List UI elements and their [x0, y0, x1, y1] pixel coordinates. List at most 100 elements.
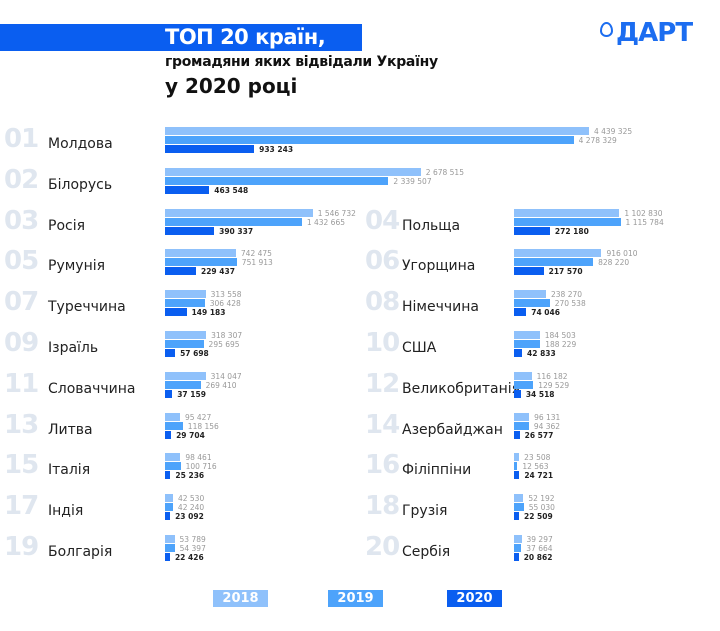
- bar-2020: [165, 430, 172, 439]
- rank-number: 20: [365, 532, 400, 562]
- value-label-2019: 129 529: [538, 380, 570, 390]
- country-name: Росія: [48, 217, 86, 234]
- rank-number: 03: [4, 205, 39, 236]
- value-label-2019: 1 432 665: [306, 217, 345, 227]
- bar-2019: [165, 380, 201, 389]
- value-label-2018: 313 558: [210, 290, 242, 300]
- bar-2018: [165, 371, 206, 380]
- country-name: Індія: [48, 503, 84, 520]
- value-label-2020: 933 243: [259, 145, 294, 154]
- value-label-2020: 26 577: [524, 430, 554, 440]
- legend-2019: 2019: [328, 590, 383, 607]
- bar-2019: [514, 299, 550, 308]
- bar-2020: [165, 512, 171, 521]
- rank-number: 17: [4, 491, 39, 522]
- value-label-2018: 96 131: [534, 412, 561, 422]
- bar-2020: [514, 349, 523, 357]
- bar-2018: [165, 331, 207, 339]
- value-label-2019: 1 115 784: [625, 217, 664, 227]
- bar-2019: [165, 176, 389, 185]
- value-label-2020: 34 518: [525, 389, 555, 399]
- value-label-2018: 98 461: [185, 453, 212, 463]
- country-name: Німеччина: [402, 299, 479, 316]
- bar-2020: [165, 185, 210, 194]
- bar-2020: [165, 145, 255, 153]
- bar-2018: [165, 249, 236, 258]
- rank-number: 18: [365, 491, 400, 522]
- value-label-2019: 55 030: [528, 503, 555, 513]
- rank-number: 05: [4, 246, 39, 277]
- title-band: [0, 24, 362, 51]
- bar-2020: [165, 308, 187, 317]
- value-label-2018: 4 439 325: [593, 127, 633, 136]
- value-label-2020: 42 833: [527, 349, 556, 358]
- rank-number: 09: [4, 328, 39, 358]
- rank-number: 19: [4, 532, 39, 562]
- bar-2020: [165, 267, 196, 276]
- bar-2020: [514, 471, 520, 480]
- country-name: Молдова: [48, 136, 113, 152]
- rank-number: 10: [365, 328, 400, 358]
- value-label-2020: 29 704: [176, 430, 205, 440]
- rank-number: 06: [365, 246, 400, 277]
- rank-number: 02: [4, 164, 39, 195]
- value-label-2018: 52 192: [528, 494, 555, 504]
- rank-number: 16: [365, 450, 400, 481]
- bar-2018: [514, 535, 522, 543]
- bar-2019: [514, 217, 621, 226]
- bar-2019: [514, 503, 524, 512]
- legend-2020: 2020: [447, 590, 502, 607]
- bar-2018: [165, 453, 181, 462]
- logo-text: ДАРТ: [616, 18, 693, 48]
- value-label-2018: 318 307: [211, 331, 243, 340]
- value-label-2018: 1 102 830: [624, 208, 663, 218]
- country-name: США: [402, 340, 437, 356]
- value-label-2020: 229 437: [200, 267, 235, 277]
- bar-2018: [165, 208, 313, 217]
- legend-2018: 2018: [213, 590, 268, 607]
- bar-2019: [514, 258, 594, 267]
- value-label-2020: 20 862: [523, 553, 553, 562]
- country-name: Польща: [402, 217, 461, 234]
- value-label-2019: 37 664: [526, 544, 553, 553]
- value-label-2019: 751 913: [241, 258, 273, 268]
- title-line-1: ТОП 20 країн,: [165, 25, 326, 49]
- bar-2020: [165, 389, 173, 398]
- bar-2020: [514, 553, 519, 561]
- bar-2020: [514, 308, 527, 317]
- rank-number: 08: [365, 287, 400, 318]
- bar-2018: [514, 290, 547, 299]
- value-label-2018: 916 010: [606, 249, 638, 259]
- title-line-3: у 2020 році: [165, 74, 298, 98]
- value-label-2018: 1 546 732: [317, 208, 356, 218]
- value-label-2018: 53 789: [179, 535, 206, 544]
- value-label-2020: 57 698: [180, 349, 209, 358]
- value-label-2018: 23 508: [524, 453, 551, 463]
- bar-2018: [165, 167, 421, 176]
- bar-2018: [514, 412, 530, 421]
- bar-2019: [165, 544, 175, 552]
- value-label-2019: 306 428: [209, 299, 241, 309]
- bar-2020: [514, 512, 519, 521]
- bar-2019: [165, 258, 237, 267]
- country-name: Словаччина: [48, 380, 136, 397]
- bar-2019: [165, 299, 205, 308]
- bar-2019: [514, 380, 534, 389]
- bar-2019: [165, 421, 183, 430]
- value-label-2020: 74 046: [531, 308, 560, 318]
- value-label-2020: 22 426: [174, 553, 204, 562]
- country-name: Болгарія: [48, 544, 113, 560]
- bar-2019: [514, 462, 518, 471]
- value-label-2018: 184 503: [544, 331, 576, 340]
- country-name: Азербайджан: [402, 421, 503, 438]
- value-label-2020: 25 236: [175, 471, 205, 481]
- bar-2018: [514, 494, 524, 503]
- bar-2018: [165, 127, 589, 135]
- value-label-2018: 314 047: [210, 371, 242, 381]
- country-name: Італія: [48, 462, 91, 479]
- value-label-2019: 12 563: [522, 462, 549, 472]
- bar-2018: [165, 494, 173, 503]
- country-name: Сербія: [402, 544, 451, 560]
- value-label-2019: 94 362: [533, 421, 561, 431]
